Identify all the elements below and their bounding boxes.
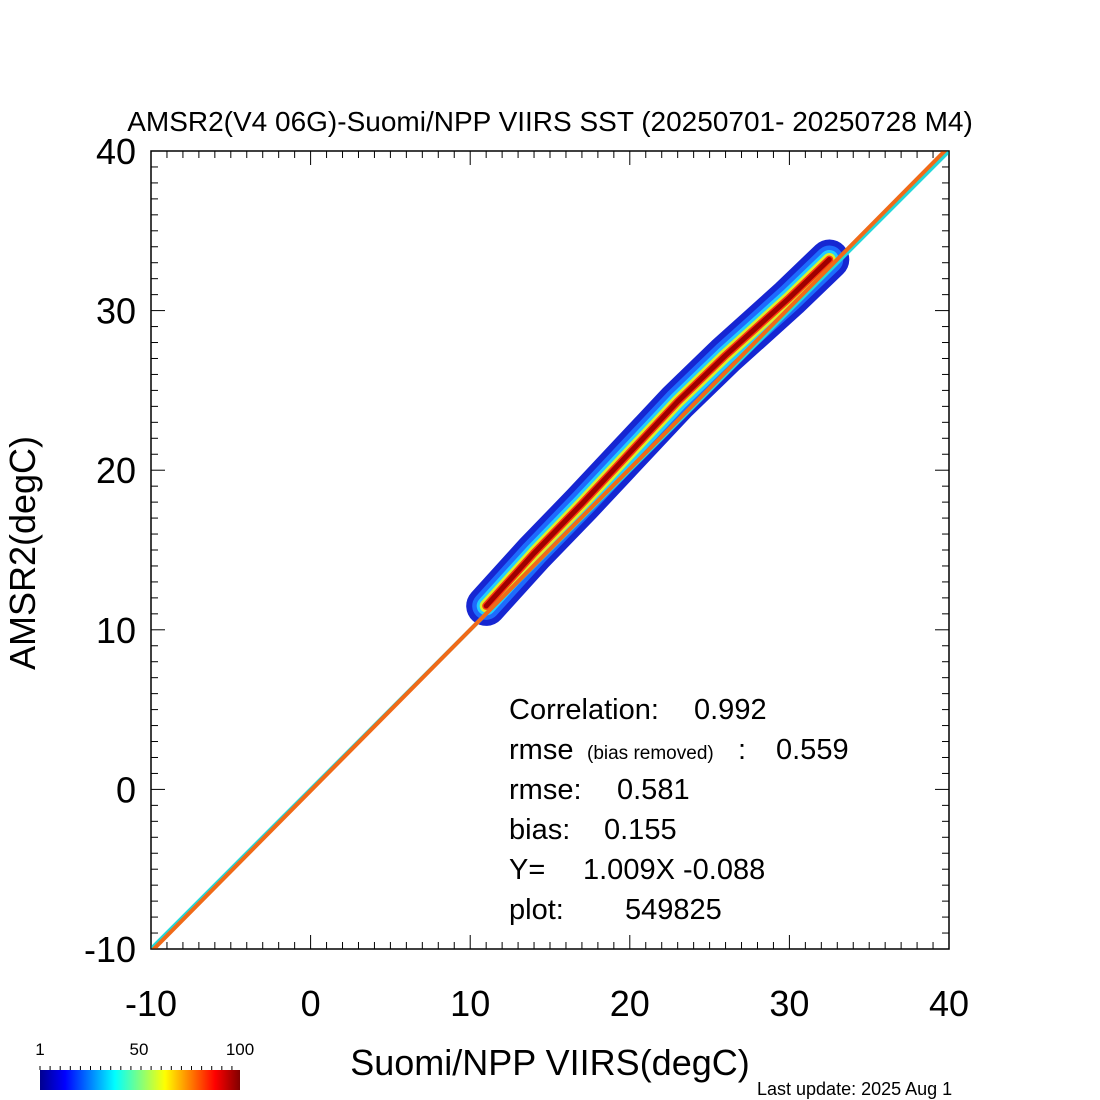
stat-rmse-label: rmse: — [509, 774, 582, 806]
stat-rmse-value: 0.581 — [617, 774, 690, 806]
stat-rmse-br-colon: : — [738, 734, 746, 766]
y-tick-label: 30 — [96, 291, 136, 332]
stat-rmse-br-note: (bias removed) — [587, 743, 714, 764]
stat-correlation-label: Correlation: — [509, 694, 659, 726]
stat-count-value: 549825 — [625, 894, 722, 926]
stat-count-label: plot: — [509, 894, 564, 926]
last-update: Last update: 2025 Aug 1 — [757, 1079, 952, 1099]
y-tick-label: 40 — [96, 131, 136, 172]
y-axis-title: AMSR2(degC) — [2, 436, 43, 670]
colorbar-ticks — [39, 1066, 233, 1070]
axis-ticks — [150, 150, 950, 950]
stat-regression: Y= 1.009X -0.088 — [509, 854, 765, 886]
density-cloud — [466, 239, 850, 626]
stat-rmse: rmse: 0.581 — [509, 774, 690, 806]
stat-correlation-value: 0.992 — [694, 694, 767, 726]
y-tick-label: 0 — [116, 769, 136, 810]
chart-title: AMSR2(V4 06G)-Suomi/NPP VIIRS SST (20250… — [127, 106, 973, 137]
stat-fit-label: Y= — [509, 854, 545, 886]
y-tick-label: 10 — [96, 610, 136, 651]
stat-bias-label: bias: — [509, 814, 570, 846]
x-tick-label: -10 — [125, 983, 177, 1024]
stat-rmse-bias-removed: rmse (bias removed) : 0.559 — [509, 734, 849, 766]
y-tick-label: -10 — [84, 929, 136, 970]
colorbar-gradient — [40, 1070, 240, 1090]
stat-bias-value: 0.155 — [604, 814, 677, 846]
stats-box: Correlation: 0.992 rmse (bias removed) :… — [509, 694, 849, 926]
stat-fit-value: 1.009X -0.088 — [583, 854, 765, 886]
y-tick-labels: -10 0 10 20 30 40 — [84, 131, 136, 970]
stat-correlation: Correlation: 0.992 — [509, 694, 767, 726]
x-tick-label: 20 — [610, 983, 650, 1024]
stat-rmse-br-label: rmse — [509, 734, 573, 766]
colorbar-label: 50 — [130, 1040, 149, 1059]
colorbar-labels: 1 50 100 — [35, 1040, 254, 1059]
x-tick-label: 0 — [301, 983, 321, 1024]
stat-rmse-br-value: 0.559 — [776, 734, 849, 766]
regression-line — [151, 151, 948, 949]
stat-bias: bias: 0.155 — [509, 814, 677, 846]
x-tick-label: 40 — [929, 983, 969, 1024]
density-band — [483, 257, 832, 609]
x-tick-label: 10 — [450, 983, 490, 1024]
colorbar-label: 1 — [35, 1040, 44, 1059]
fit-lines — [151, 151, 949, 949]
x-tick-labels: -10 0 10 20 30 40 — [125, 983, 969, 1024]
x-tick-label: 30 — [769, 983, 809, 1024]
y-tick-label: 20 — [96, 450, 136, 491]
colorbar: 1 50 100 — [35, 1040, 254, 1090]
x-axis-title: Suomi/NPP VIIRS(degC) — [350, 1042, 749, 1083]
colorbar-label: 100 — [226, 1040, 254, 1059]
stat-count: plot: 549825 — [509, 894, 722, 926]
